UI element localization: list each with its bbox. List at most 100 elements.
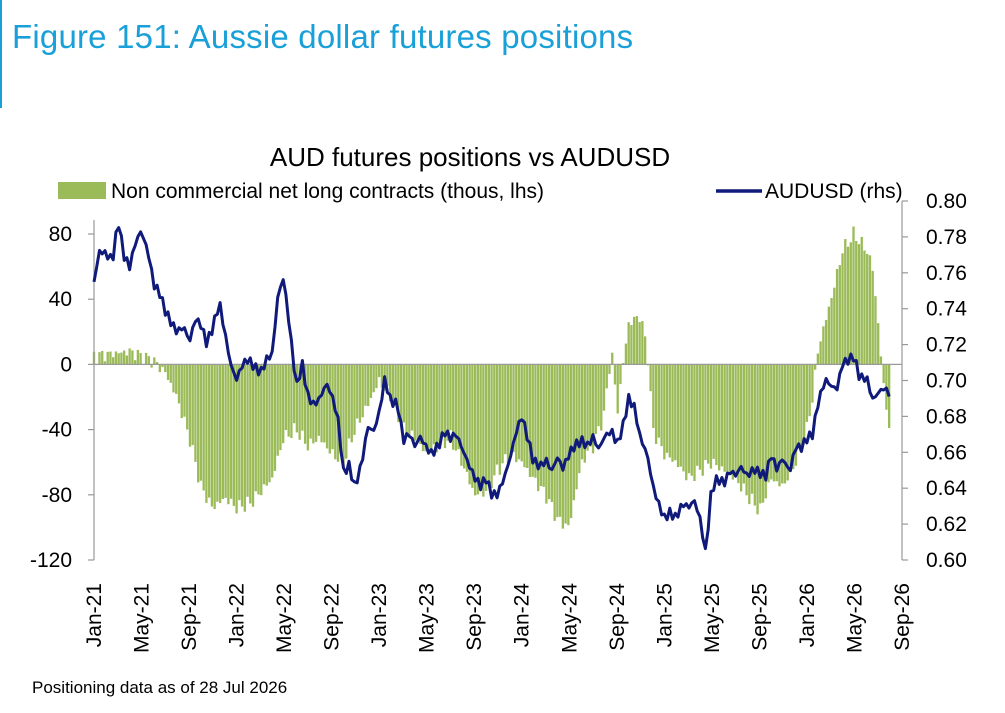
bar [874,296,877,365]
bar [120,352,123,365]
bar [630,325,633,365]
bar [877,323,880,365]
bar [273,364,277,471]
bar [377,364,381,378]
chart-title: AUD futures positions vs AUDUSD [269,142,671,172]
bar [484,364,488,491]
bar [282,364,285,444]
bar [306,364,310,451]
bar [624,343,628,365]
right-tick-label: 0.80 [926,190,967,213]
bar [619,364,622,385]
bar [789,364,792,466]
bar [827,306,830,365]
bar [369,364,373,399]
bar [476,364,480,495]
bar [781,364,784,484]
line-series [92,226,891,551]
bar [402,364,406,423]
bar [564,364,567,524]
bar [580,364,584,460]
bar [794,364,798,466]
bar [158,364,161,373]
bar [229,364,233,499]
bar [819,341,822,365]
left-tick-label: 40 [49,288,72,311]
bar [739,364,743,492]
x-tick-label: Sep-26 [891,583,914,651]
bar [254,364,257,492]
bar [153,357,156,365]
bar [578,364,581,474]
bar [882,364,885,384]
bar [561,364,565,529]
bar [701,364,704,476]
x-tick-label: May-23 [416,583,439,653]
bar [660,364,663,447]
bar [764,364,767,499]
bar [569,364,573,519]
bar [188,364,192,447]
bar [879,356,883,365]
bar [816,353,820,365]
bar [117,353,120,365]
bar [800,364,803,449]
bar [622,363,625,365]
bar [147,356,151,365]
bar [413,364,416,441]
bar [545,364,548,504]
bar [298,364,301,440]
bar [742,364,746,484]
bar [734,364,737,475]
bar [276,364,279,456]
bar [177,364,181,404]
bar [202,364,205,491]
bar [567,364,570,526]
bar [852,226,855,365]
bar [866,253,869,365]
bar [558,364,562,517]
bar [515,364,518,463]
bar [301,364,304,431]
bar [750,364,754,494]
bar [262,364,266,485]
bar [221,364,225,499]
bar [501,364,504,464]
bar [523,364,526,468]
bar [608,364,611,374]
x-tick-label: May-24 [558,583,581,653]
bar [649,364,652,392]
bar [487,364,491,482]
bar [520,364,523,462]
bar [197,364,200,483]
bar [583,364,586,463]
bar [712,364,715,459]
bar [430,364,433,452]
bar [128,348,131,365]
bar [207,364,211,498]
legend-line-label: AUDUSD (rhs) [765,180,903,203]
bar [391,364,395,406]
bar [641,321,644,365]
bar [748,364,751,505]
right-tick-label: 0.76 [926,262,967,285]
x-tick-label: May-26 [843,583,866,653]
right-tick-label: 0.68 [926,405,967,428]
bar [279,364,282,451]
right-tick-label: 0.78 [926,226,967,249]
x-tick-label: Jan-21 [83,583,106,647]
bar [698,364,702,470]
bar [292,364,296,424]
bar [783,364,787,484]
bar [731,364,735,480]
bar [213,364,216,510]
bar [424,364,427,452]
bar [443,364,447,449]
x-tick-label: May-21 [131,583,154,653]
bar [539,364,543,487]
bar [323,364,326,443]
x-tick-label: Jan-23 [368,583,391,647]
bar [715,364,718,466]
bar [432,364,436,445]
